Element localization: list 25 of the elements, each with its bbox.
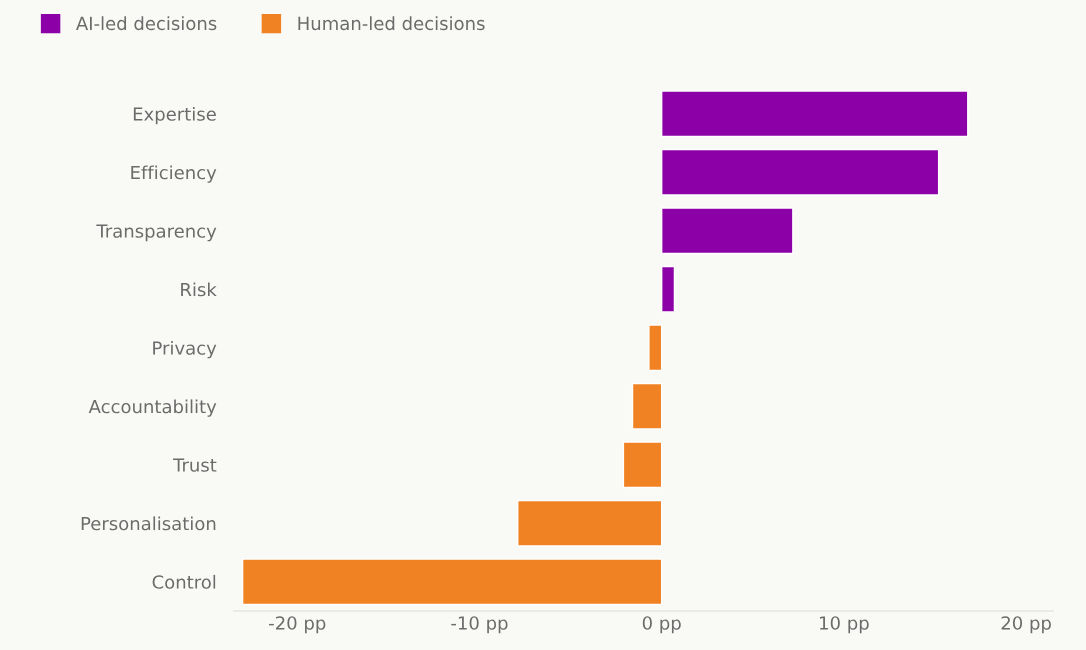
y-tick-label: Accountability — [88, 399, 217, 417]
y-tick-label: Control — [152, 574, 216, 589]
bar — [241, 558, 663, 606]
bar — [517, 499, 663, 547]
x-tick-label: -20 pp — [269, 616, 326, 634]
y-tick-label: Transparency — [96, 224, 217, 242]
bar — [660, 207, 794, 255]
x-tick-label: -10 pp — [451, 616, 508, 634]
y-tick-label: Efficiency — [131, 165, 217, 183]
y-tick-label: Personalisation — [81, 516, 216, 531]
y-tick-label: Privacy — [153, 340, 217, 359]
x-tick-label: 0 pp — [642, 616, 681, 634]
y-tick-label: Trust — [173, 458, 217, 472]
bar — [631, 382, 663, 430]
bar — [648, 324, 663, 372]
x-tick-label: 20 pp — [1001, 616, 1051, 634]
bar — [660, 90, 969, 138]
x-tick-label: 10 pp — [820, 616, 869, 634]
legend-label: AI-led decisions — [76, 16, 217, 31]
y-tick-label: Expertise — [133, 106, 216, 125]
y-tick-label: Risk — [181, 282, 217, 297]
legend-label: Human-led decisions — [298, 16, 485, 31]
bar — [660, 148, 940, 196]
bar — [660, 265, 676, 313]
bar — [622, 441, 663, 489]
